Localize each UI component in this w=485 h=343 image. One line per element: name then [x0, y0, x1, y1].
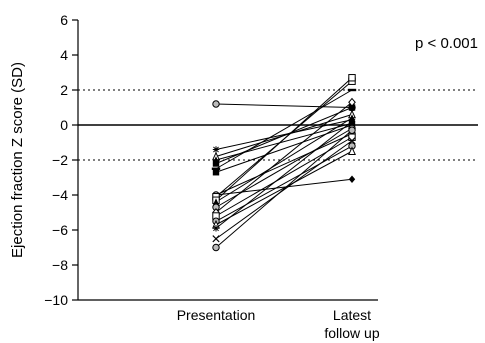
y-tick-label: −4	[52, 187, 68, 203]
series-line	[215, 122, 353, 161]
data-point	[348, 126, 356, 134]
series-line	[215, 150, 353, 226]
data-point	[348, 74, 356, 82]
series-line	[215, 77, 353, 201]
data-point	[212, 160, 220, 167]
series-line	[215, 103, 353, 108]
data-point	[212, 198, 220, 206]
data-point	[211, 167, 221, 170]
p-value-annotation: p < 0.001	[415, 35, 478, 52]
series-line	[215, 145, 353, 222]
x-category-label: Latest	[333, 307, 371, 323]
series-line	[215, 124, 353, 173]
series-line	[215, 107, 353, 164]
y-tick-label: −10	[44, 292, 68, 308]
data-point	[348, 133, 356, 141]
data-point	[347, 88, 357, 92]
series-line	[215, 89, 353, 170]
data-point	[212, 225, 220, 232]
series-line	[215, 119, 353, 150]
series-line	[215, 140, 353, 240]
series-line	[215, 121, 353, 229]
data-point	[212, 169, 220, 176]
x-category-label: follow up	[324, 325, 379, 341]
y-tick-label: −6	[52, 222, 68, 238]
data-point	[348, 118, 356, 125]
data-point	[348, 97, 356, 107]
data-point	[348, 146, 356, 155]
series-line	[215, 129, 353, 248]
y-tick-label: 4	[60, 47, 68, 63]
y-tick-label: −2	[52, 152, 68, 168]
data-point	[212, 146, 220, 153]
series-line	[215, 178, 353, 196]
y-tick-label: 6	[60, 12, 68, 28]
y-tick-label: −8	[52, 257, 68, 273]
series-line	[215, 101, 353, 213]
y-axis-label: Ejection fraction Z score (SD)	[9, 62, 26, 258]
data-point	[348, 137, 356, 145]
x-category-label: Presentation	[177, 307, 256, 323]
series-line	[215, 117, 353, 203]
data-point	[212, 100, 220, 108]
data-point	[348, 104, 356, 111]
y-tick-label: 0	[60, 117, 68, 133]
data-point	[212, 235, 220, 243]
data-point	[348, 175, 356, 183]
y-tick-label: 2	[60, 82, 68, 98]
series-line	[215, 133, 353, 196]
data-point	[212, 243, 220, 252]
